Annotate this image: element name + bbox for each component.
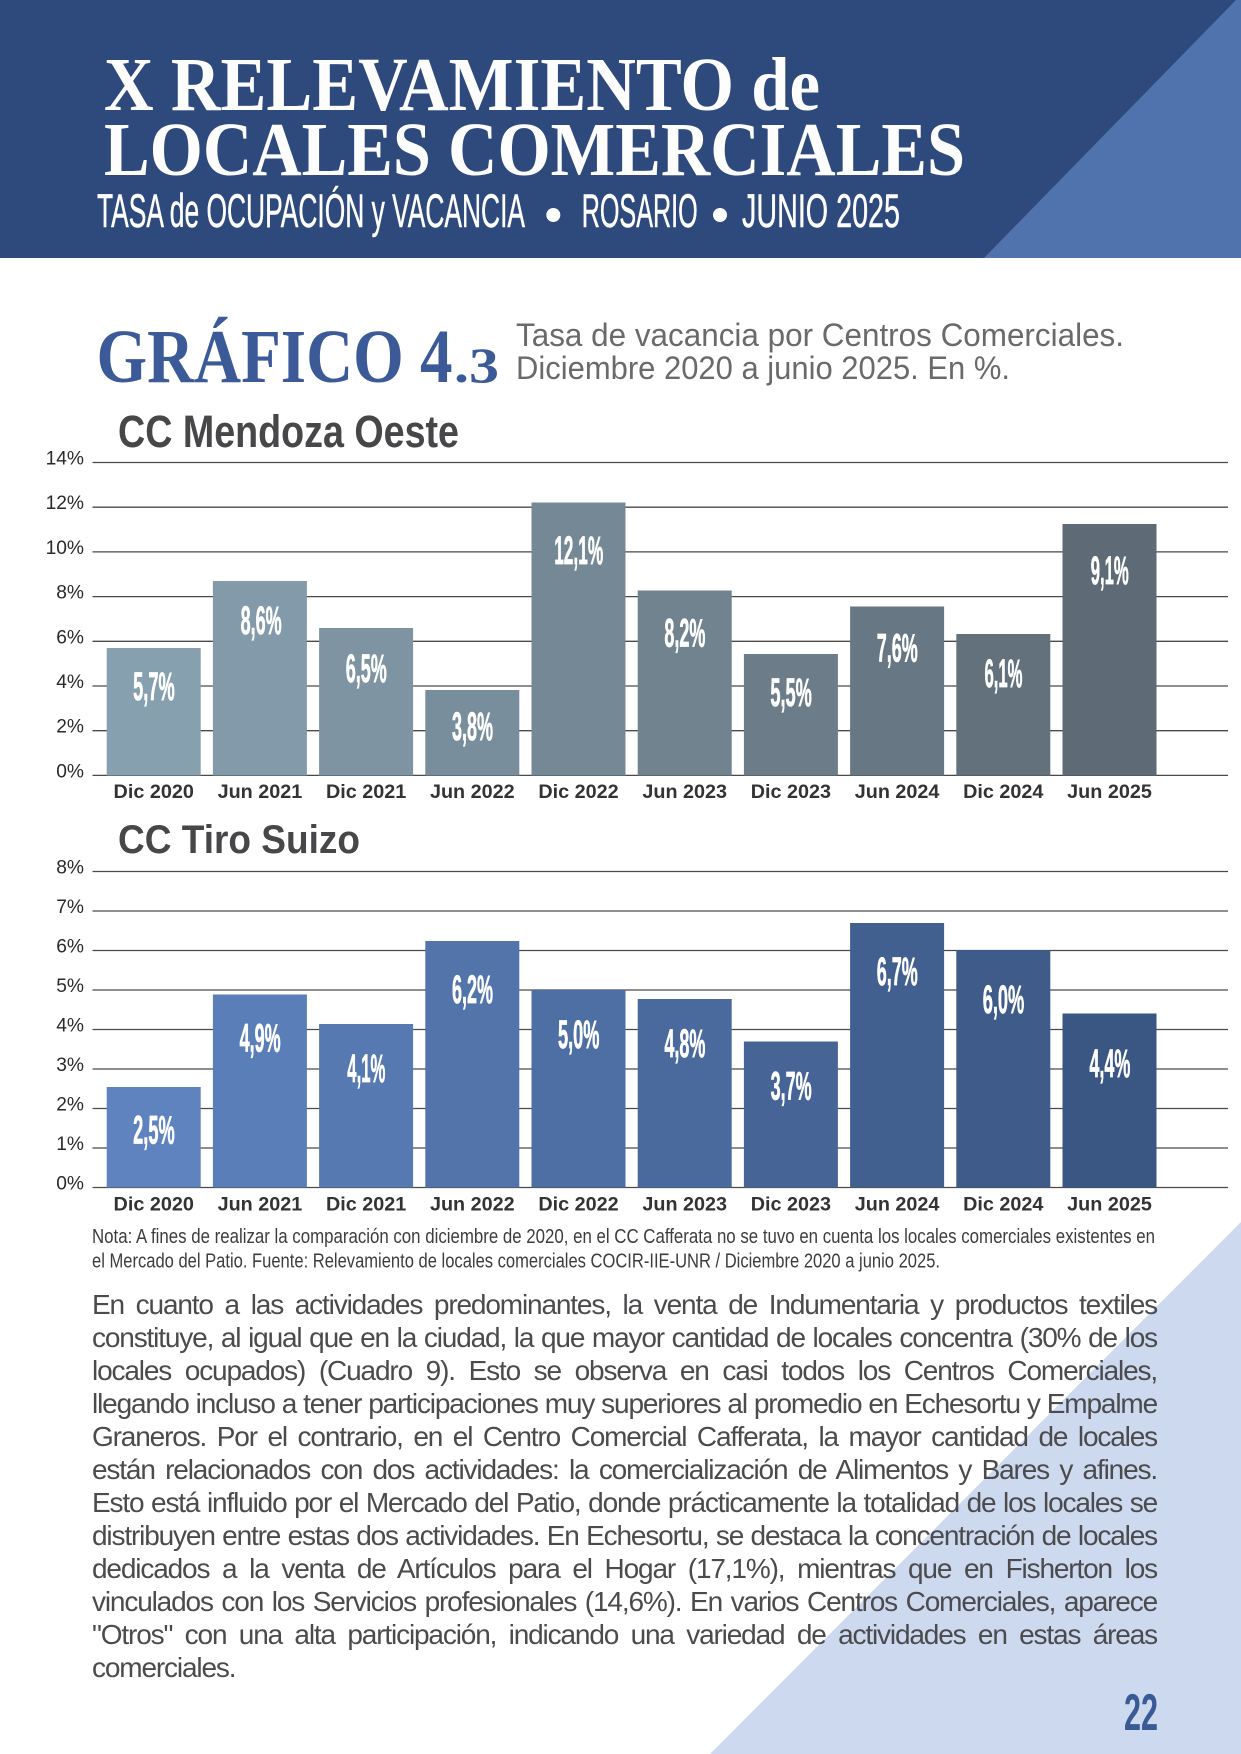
svg-text:Jun 2022: Jun 2022 bbox=[430, 1194, 515, 1216]
svg-text:5,7%: 5,7% bbox=[133, 665, 175, 709]
svg-text:0%: 0% bbox=[56, 1174, 84, 1195]
svg-text:Dic 2023: Dic 2023 bbox=[751, 1194, 831, 1216]
svg-text:LOCALES COMERCIALES: LOCALES COMERCIALES bbox=[104, 108, 965, 192]
svg-text:Dic 2024: Dic 2024 bbox=[963, 1194, 1043, 1216]
svg-text:12%: 12% bbox=[46, 493, 84, 514]
svg-text:0%: 0% bbox=[56, 761, 84, 782]
svg-text:Jun 2021: Jun 2021 bbox=[218, 1194, 303, 1216]
svg-text:el Mercado del Patio. Fuente:: el Mercado del Patio. Fuente: Relevamien… bbox=[92, 1251, 940, 1273]
svg-text:Dic 2020: Dic 2020 bbox=[114, 781, 194, 803]
svg-text:CC Mendoza Oeste: CC Mendoza Oeste bbox=[118, 406, 459, 457]
svg-text:Dic 2022: Dic 2022 bbox=[538, 781, 618, 803]
svg-text:3,7%: 3,7% bbox=[771, 1065, 812, 1109]
svg-text:14%: 14% bbox=[46, 449, 84, 470]
svg-text:4,1%: 4,1% bbox=[347, 1047, 385, 1091]
svg-text:Jun 2025: Jun 2025 bbox=[1067, 1194, 1152, 1216]
svg-text:2%: 2% bbox=[56, 1095, 84, 1116]
svg-text:Nota: A fines de realizar la c: Nota: A fines de realizar la comparación… bbox=[92, 1226, 1155, 1248]
svg-text:6,1%: 6,1% bbox=[985, 652, 1023, 696]
svg-text:TASA de OCUPACIÓN y VACANCIA: TASA de OCUPACIÓN y VACANCIA bbox=[97, 184, 525, 237]
svg-text:Jun 2025: Jun 2025 bbox=[1067, 781, 1152, 803]
svg-text:Diciembre 2020 a junio 2025. E: Diciembre 2020 a junio 2025. En %. bbox=[516, 350, 1010, 386]
svg-text:1%: 1% bbox=[56, 1134, 84, 1155]
svg-text:8%: 8% bbox=[56, 583, 84, 604]
svg-text:JUNIO 2025: JUNIO 2025 bbox=[742, 184, 900, 237]
svg-text:8,2%: 8,2% bbox=[664, 612, 705, 656]
svg-text:Jun 2023: Jun 2023 bbox=[642, 1194, 727, 1216]
svg-text:10%: 10% bbox=[46, 538, 84, 559]
svg-text:6,5%: 6,5% bbox=[346, 647, 387, 691]
svg-text:Dic 2021: Dic 2021 bbox=[326, 1194, 406, 1216]
svg-text:4,4%: 4,4% bbox=[1089, 1042, 1130, 1086]
svg-text:Jun 2021: Jun 2021 bbox=[218, 781, 303, 803]
svg-text:8%: 8% bbox=[56, 858, 84, 879]
svg-text:3%: 3% bbox=[56, 1055, 84, 1076]
svg-text:Dic 2023: Dic 2023 bbox=[751, 781, 831, 803]
svg-text:Dic 2020: Dic 2020 bbox=[114, 1194, 194, 1216]
svg-text:7,6%: 7,6% bbox=[877, 627, 918, 671]
svg-text:6,0%: 6,0% bbox=[983, 978, 1025, 1022]
svg-text:5,5%: 5,5% bbox=[770, 671, 812, 715]
svg-text:12,1%: 12,1% bbox=[554, 529, 603, 573]
svg-text:Jun 2022: Jun 2022 bbox=[430, 781, 515, 803]
svg-text:7%: 7% bbox=[56, 897, 84, 918]
svg-text:2,5%: 2,5% bbox=[133, 1109, 175, 1153]
svg-text:ROSARIO: ROSARIO bbox=[582, 184, 698, 237]
svg-text:6%: 6% bbox=[56, 937, 84, 958]
svg-text:Dic 2024: Dic 2024 bbox=[963, 781, 1043, 803]
svg-text:Jun 2023: Jun 2023 bbox=[642, 781, 727, 803]
svg-text:6%: 6% bbox=[56, 627, 84, 648]
svg-text:Dic 2021: Dic 2021 bbox=[326, 781, 406, 803]
svg-text:9,1%: 9,1% bbox=[1091, 549, 1129, 593]
svg-text:Jun 2024: Jun 2024 bbox=[855, 781, 940, 803]
svg-text:4%: 4% bbox=[56, 1016, 84, 1037]
svg-text:4%: 4% bbox=[56, 672, 84, 693]
svg-text:8,6%: 8,6% bbox=[241, 599, 282, 643]
svg-text:4,9%: 4,9% bbox=[240, 1017, 281, 1061]
svg-text:6,2%: 6,2% bbox=[452, 968, 493, 1012]
svg-text:Tasa de vacancia por Centros C: Tasa de vacancia por Centros Comerciales… bbox=[516, 317, 1124, 353]
svg-text:5,0%: 5,0% bbox=[558, 1013, 600, 1057]
svg-text:22: 22 bbox=[1124, 1684, 1158, 1742]
svg-text:4,8%: 4,8% bbox=[664, 1022, 705, 1066]
svg-text:Dic 2022: Dic 2022 bbox=[538, 1194, 618, 1216]
svg-text:5%: 5% bbox=[56, 976, 84, 997]
svg-text:2%: 2% bbox=[56, 717, 84, 738]
svg-text:Jun 2024: Jun 2024 bbox=[855, 1194, 940, 1216]
svg-text:X RELEVAMIENTO de: X RELEVAMIENTO de bbox=[104, 43, 820, 127]
svg-text:GRÁFICO 4: GRÁFICO 4 bbox=[97, 315, 453, 399]
svg-text:3,8%: 3,8% bbox=[452, 705, 493, 749]
svg-text:6,7%: 6,7% bbox=[877, 950, 918, 994]
svg-text:.3: .3 bbox=[454, 337, 499, 393]
svg-text:CC Tiro Suizo: CC Tiro Suizo bbox=[118, 818, 360, 862]
